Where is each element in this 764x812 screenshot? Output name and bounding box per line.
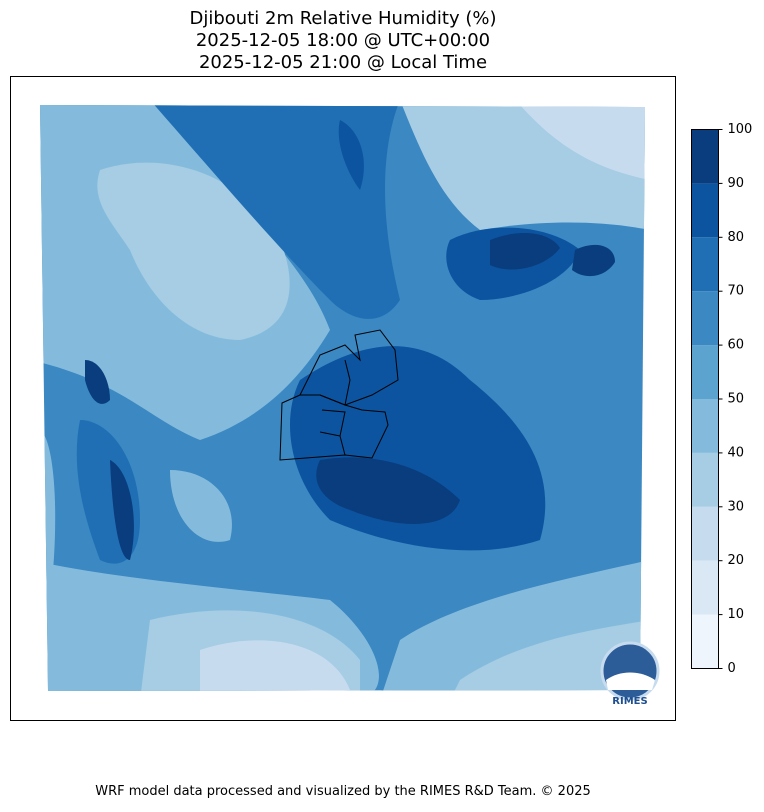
humidity-region xyxy=(572,244,615,277)
colorbar-band xyxy=(691,560,719,615)
humidity-region xyxy=(520,105,645,180)
colorbar-band xyxy=(691,291,719,346)
colorbar-band xyxy=(691,506,719,561)
map-frame xyxy=(10,76,676,721)
humidity-region xyxy=(200,640,350,691)
humidity-region xyxy=(110,460,134,560)
colorbar-band xyxy=(691,614,719,669)
colorbar-tick-label: 60 xyxy=(728,338,745,353)
colorbar-band xyxy=(691,237,719,292)
humidity-region xyxy=(170,470,232,542)
colorbar-tick-label: 70 xyxy=(728,284,745,299)
colorbar-band xyxy=(691,452,719,507)
colorbar-band xyxy=(691,183,719,238)
logo-text: RIMES xyxy=(612,696,647,707)
colorbar-tick-label: 10 xyxy=(728,607,745,622)
footer: WRF model data processed and visualized … xyxy=(95,784,591,799)
humidity-field xyxy=(40,105,645,691)
colorbar-tick-label: 0 xyxy=(728,661,736,676)
colorbar-tick-label: 80 xyxy=(728,230,745,245)
colorbar-frame xyxy=(691,129,719,669)
humidity-region xyxy=(316,457,460,524)
colorbar-tick-label: 40 xyxy=(728,445,745,460)
colorbar: 0 10 20 30 40 50 60 70 80 90 100 xyxy=(691,122,753,676)
colorbar-tick-label: 20 xyxy=(728,553,745,568)
title-line: Djibouti 2m Relative Humidity (%) xyxy=(190,8,497,29)
colorbar-tick-label: 30 xyxy=(728,499,745,514)
humidity-region xyxy=(450,620,645,691)
colorbar-tick-label: 90 xyxy=(728,176,745,191)
humidity-region xyxy=(338,120,364,190)
title-line: 2025-12-05 18:00 @ UTC+00:00 xyxy=(196,30,490,51)
humidity-region xyxy=(85,360,110,404)
humidity-region xyxy=(97,162,290,340)
humidity-region xyxy=(490,233,560,270)
colorbar-band xyxy=(691,129,719,184)
title-line: 2025-12-05 21:00 @ Local Time xyxy=(199,52,487,73)
colorbar-band xyxy=(691,399,719,453)
country-borders xyxy=(279,329,399,461)
humidity-region xyxy=(150,105,400,319)
colorbar-tick-label: 50 xyxy=(728,392,745,407)
colorbar-band xyxy=(691,345,719,399)
colorbar-tick-label: 100 xyxy=(728,122,753,137)
rimes-logo: RIMES xyxy=(600,641,660,707)
